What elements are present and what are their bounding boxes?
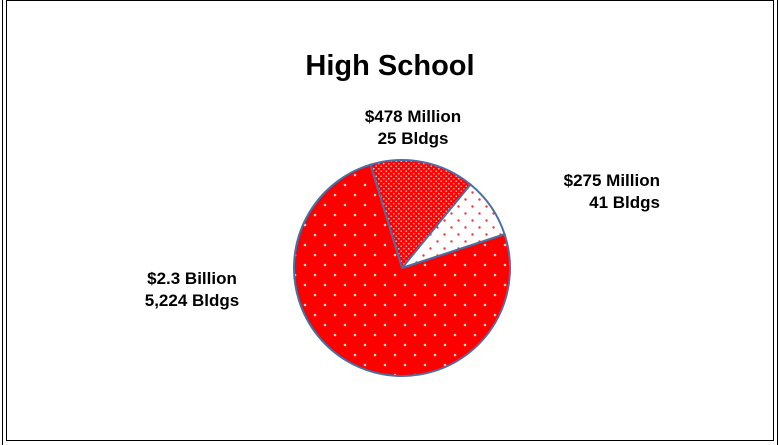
slice-label-value: $275 Million [563,171,660,190]
slice-label-count: 41 Bldgs [589,193,660,212]
chart-frame [6,0,774,441]
slice-label-478-million: $478 Million 25 Bldgs [348,106,478,150]
slice-label-value: $478 Million [364,107,462,126]
chart-title: High School [305,50,475,82]
slice-label-275-million: $275 Million 41 Bldgs [522,170,660,214]
slice-label-2-3-billion: $2.3 Billion 5,224 Bldgs [122,268,262,312]
pie-slice--2-3-billion [293,163,511,377]
pie-slice--478-million [369,159,472,271]
slice-label-value: $2.3 Billion [147,269,237,288]
slice-label-count: 25 Bldgs [377,129,449,148]
slice-label-count: 5,224 Bldgs [144,291,240,310]
